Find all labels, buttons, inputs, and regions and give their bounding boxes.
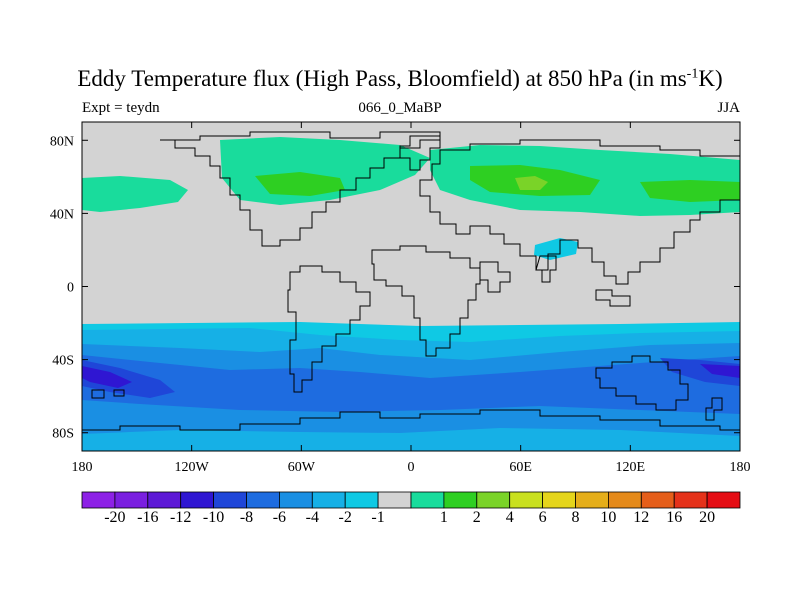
coast-tasmania-islet (91, 389, 125, 399)
coast-greenland (399, 135, 441, 171)
colorbar-swatch (344, 491, 379, 509)
colorbar-swatch (278, 491, 313, 509)
colorbar-label: 1 (439, 509, 448, 526)
colorbar-swatch (114, 491, 149, 509)
run-label: 066_0_MaBP (358, 100, 442, 116)
colorbar-swatch (640, 491, 675, 509)
colorbar-label: -12 (170, 509, 192, 526)
x-tick-label: 60E (509, 460, 532, 475)
y-tick-label: 0 (67, 281, 74, 296)
x-tick-label: 120E (616, 460, 646, 475)
north-pacific-flux (82, 176, 188, 212)
coast-new-zealand (705, 397, 723, 421)
colorbar-swatch (377, 491, 412, 509)
colorbar-swatch (706, 491, 741, 509)
colorbar-swatch (509, 491, 544, 509)
south-band-core (82, 355, 740, 414)
south-band-peak-east (700, 364, 740, 378)
colorbar-swatch (542, 491, 576, 509)
x-tick-label: 120W (175, 460, 210, 475)
title-unit-tail: K) (698, 66, 723, 91)
y-tick-label: 80N (50, 134, 74, 149)
colorbar-swatch (575, 491, 609, 509)
colorbar-label: 12 (633, 509, 650, 526)
colorbar-label: -2 (338, 509, 352, 526)
colorbar-swatch (673, 491, 708, 509)
pacific-flux-east (640, 180, 740, 202)
coast-india (535, 255, 557, 283)
coast-australia (595, 355, 689, 411)
colorbar-swatch (443, 491, 478, 509)
axis-ticks: 180 120W 60W 0 60E 120E 180 80N 40N 0 40S 80S (50, 122, 751, 475)
colorbar-label: -20 (104, 509, 126, 526)
colorbar-swatch (311, 491, 346, 509)
colorbar-label: -16 (137, 509, 159, 526)
title-superscript: -1 (686, 66, 699, 82)
coast-antarctica (82, 409, 740, 431)
coast-south-america (287, 265, 371, 393)
colorbar-label: -8 (239, 509, 254, 526)
eurasia-flux-peak (515, 176, 548, 190)
north-america-flux-strong (255, 172, 345, 196)
coastlines (82, 131, 740, 431)
south-band-peak-west (82, 366, 132, 388)
colorbar-label: 2 (472, 509, 481, 526)
coast-eurasia (419, 139, 740, 285)
colorbar-label: 20 (699, 509, 716, 526)
colorbar-label: -6 (272, 509, 287, 526)
y-tick-label: 40N (50, 207, 74, 222)
colorbar-label: -4 (305, 509, 319, 526)
central-asia-negative (534, 238, 578, 260)
season-label: JJA (717, 100, 740, 116)
colorbar-label: -1 (371, 509, 385, 526)
coast-indonesia (595, 289, 631, 307)
coast-north-america (160, 131, 441, 247)
colorbar-label: 8 (571, 509, 580, 526)
colorbar-label: 4 (505, 509, 514, 526)
x-tick-label: 0 (408, 460, 415, 475)
x-tick-label: 60W (288, 460, 316, 475)
colorbar (81, 491, 741, 509)
south-band-max-west (82, 360, 175, 398)
map-title: Eddy Temperature flux (High Pass, Bloomf… (0, 66, 800, 92)
colorbar-swatch (180, 491, 214, 509)
colorbar-swatch (608, 491, 642, 509)
colorbar-label: 16 (666, 509, 683, 526)
antarctic-light-strip (82, 436, 740, 451)
colorbar-swatch (410, 491, 445, 509)
coast-africa (371, 245, 481, 357)
colorbar-swatch (246, 491, 280, 509)
x-tick-label: 180 (730, 460, 751, 475)
colorbar-swatch (476, 491, 511, 509)
contour-field (82, 122, 740, 451)
colorbar-label: -10 (202, 509, 225, 526)
x-tick-label: 180 (72, 460, 93, 475)
colorbar-swatch (81, 491, 116, 509)
coast-arabia (479, 261, 511, 293)
experiment-label: Expt = teydn (82, 100, 160, 116)
y-tick-label: 40S (52, 354, 74, 369)
colorbar-swatch (213, 491, 247, 509)
colorbar-label: 10 (600, 509, 617, 526)
colorbar-label: 6 (538, 509, 547, 526)
y-tick-label: 80S (52, 427, 74, 442)
colorbar-swatch (147, 491, 182, 509)
title-text: Eddy Temperature flux (High Pass, Bloomf… (77, 66, 687, 91)
